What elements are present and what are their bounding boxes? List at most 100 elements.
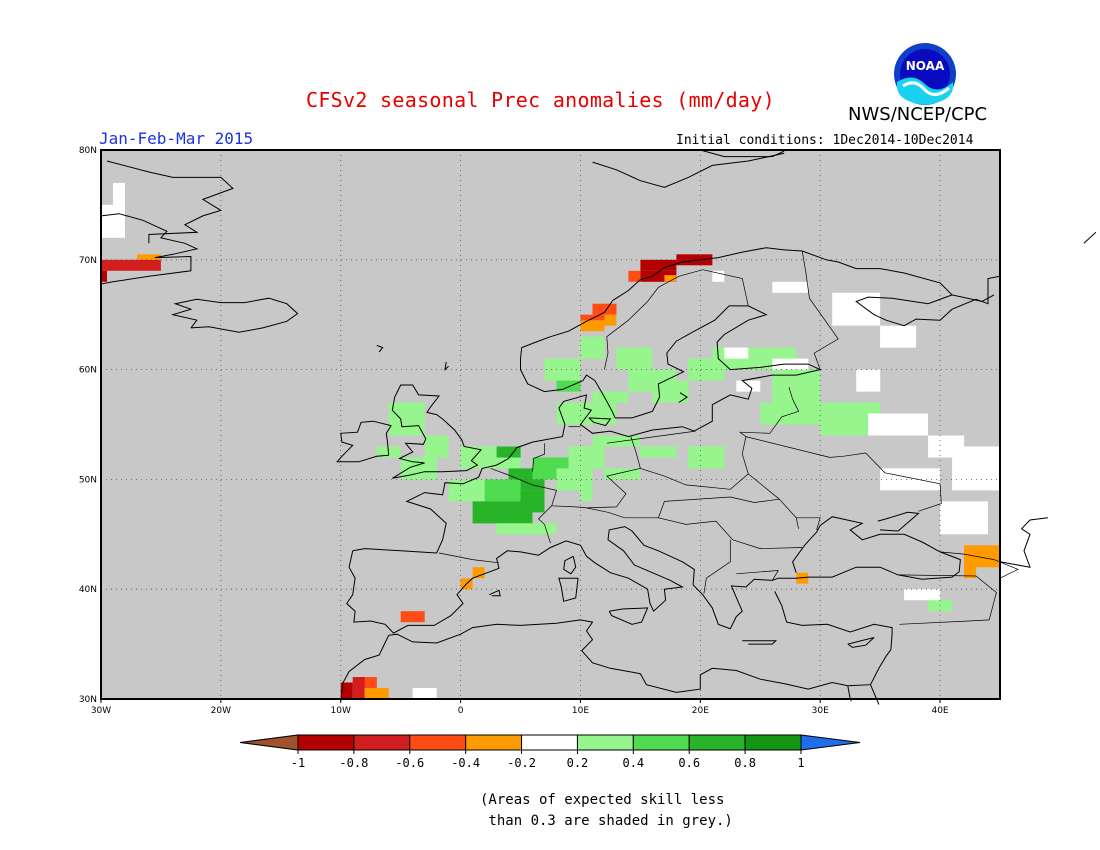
anomaly-cell bbox=[448, 479, 485, 502]
border-line bbox=[658, 517, 803, 549]
colorbar-tick-label: -1 bbox=[291, 756, 305, 770]
anomaly-cell bbox=[832, 292, 881, 326]
anomaly-cell bbox=[964, 545, 1000, 568]
coastline bbox=[106, 160, 234, 244]
colorbar-tick-label: 0.8 bbox=[734, 756, 756, 770]
anomaly-cell bbox=[868, 413, 928, 436]
coastline bbox=[336, 420, 392, 463]
colorbar-swatch bbox=[632, 734, 690, 751]
coastline bbox=[346, 516, 961, 634]
anomaly-cell bbox=[101, 270, 107, 282]
anomaly-cell bbox=[880, 468, 940, 491]
border-line bbox=[748, 473, 780, 500]
coastline bbox=[352, 247, 1001, 554]
anomaly-cell bbox=[544, 358, 581, 381]
border-line bbox=[940, 551, 1019, 579]
border-line bbox=[532, 443, 545, 472]
noaa-logo-icon: NOAA bbox=[894, 43, 956, 105]
border-line bbox=[606, 430, 696, 444]
anomaly-cell bbox=[616, 347, 653, 370]
border-line bbox=[801, 250, 839, 370]
border-line bbox=[736, 570, 779, 581]
season-label: Jan-Feb-Mar 2015 bbox=[99, 129, 254, 148]
anomaly-cell bbox=[760, 402, 821, 425]
chart-title: CFSv2 seasonal Prec anomalies (mm/day) bbox=[306, 88, 775, 112]
anomaly-cell bbox=[113, 182, 125, 205]
anomaly-cell bbox=[400, 611, 425, 623]
anomaly-cell bbox=[736, 380, 761, 392]
colorbar-swatch bbox=[465, 734, 523, 751]
anomaly-cell bbox=[712, 270, 725, 282]
coastline bbox=[700, 149, 785, 158]
border-line bbox=[898, 574, 997, 625]
anomaly-cell bbox=[101, 204, 125, 238]
colorbar-swatch bbox=[297, 734, 355, 751]
anomaly-cell bbox=[400, 457, 437, 480]
border-line bbox=[703, 539, 731, 594]
border-line bbox=[664, 496, 799, 529]
latitude-tick-label: 80N bbox=[79, 146, 97, 156]
colorbar-min-arrow bbox=[239, 734, 299, 751]
colorbar-swatch bbox=[409, 734, 467, 751]
coastline bbox=[391, 384, 482, 479]
colorbar-swatch bbox=[521, 734, 578, 751]
longitude-tick-label: 20W bbox=[211, 706, 231, 716]
colorbar-swatch bbox=[353, 734, 411, 751]
anomaly-cell bbox=[772, 281, 809, 293]
anomaly-cell bbox=[664, 275, 677, 282]
anomaly-cell bbox=[556, 402, 617, 425]
anomaly-cell bbox=[352, 688, 365, 699]
colorbar-tick-label: -0.6 bbox=[395, 756, 424, 770]
coastline bbox=[170, 297, 299, 333]
anomaly-cell bbox=[496, 523, 521, 535]
anomaly-cell bbox=[628, 270, 641, 282]
anomaly-cell bbox=[137, 254, 161, 260]
colorbar-tick-label: 1 bbox=[797, 756, 804, 770]
latitude-labels: 80N 70N 60N 50N 40N 30N bbox=[79, 146, 97, 705]
anomaly-cell bbox=[772, 369, 821, 403]
anomaly-cell bbox=[592, 303, 617, 315]
anomaly-cell bbox=[424, 435, 449, 458]
anomaly-cell bbox=[880, 325, 917, 348]
coastline bbox=[489, 589, 501, 597]
coastline bbox=[847, 637, 875, 648]
initial-conditions-label: Initial conditions: 1Dec2014-10Dec2014 bbox=[676, 133, 974, 148]
latitude-tick-label: 70N bbox=[79, 256, 97, 266]
coastline bbox=[608, 607, 649, 625]
anomaly-cell bbox=[580, 320, 605, 332]
coastline bbox=[951, 294, 995, 303]
colorbar-max-arrow bbox=[800, 734, 861, 751]
anomaly-cell bbox=[472, 567, 485, 579]
anomaly-cell bbox=[388, 402, 425, 436]
longitude-labels: 30W 20W 10W 0 10E 20E 30E 40E bbox=[91, 699, 949, 716]
anomaly-cell bbox=[724, 347, 749, 359]
anomaly-cell bbox=[640, 270, 677, 282]
latitude-tick-label: 50N bbox=[79, 475, 97, 485]
anomaly-cell bbox=[688, 446, 725, 469]
colorbar-swatch bbox=[744, 734, 802, 751]
anomaly-cell bbox=[856, 369, 881, 392]
coastline bbox=[558, 577, 579, 602]
anomaly-cell bbox=[952, 446, 1000, 491]
border-line bbox=[551, 436, 641, 509]
anomaly-cell bbox=[101, 259, 161, 271]
anomaly-cell bbox=[940, 501, 988, 535]
skill-note: (Areas of expected skill less than 0.3 a… bbox=[480, 792, 733, 829]
colorbar-tick-label: -0.2 bbox=[507, 756, 536, 770]
coastline bbox=[340, 619, 892, 702]
longitude-tick-label: 10E bbox=[572, 706, 589, 716]
colorbar-tick-label: 0.2 bbox=[567, 756, 589, 770]
border-line bbox=[702, 269, 749, 306]
longitude-tick-label: 30W bbox=[91, 706, 111, 716]
anomaly-cell bbox=[592, 435, 641, 447]
anomaly-cell bbox=[796, 572, 809, 584]
coastline bbox=[376, 344, 384, 353]
coastline bbox=[999, 517, 1048, 568]
anomaly-cell bbox=[520, 523, 557, 535]
anomaly-cell bbox=[496, 446, 521, 458]
coastline bbox=[774, 591, 893, 650]
coastline bbox=[444, 361, 449, 371]
colorbar-tick-label: 0.4 bbox=[622, 756, 644, 770]
colorbar: -1 -0.8 -0.6 -0.4 -0.2 0.2 0.4 0.6 0.8 1 bbox=[239, 734, 861, 770]
